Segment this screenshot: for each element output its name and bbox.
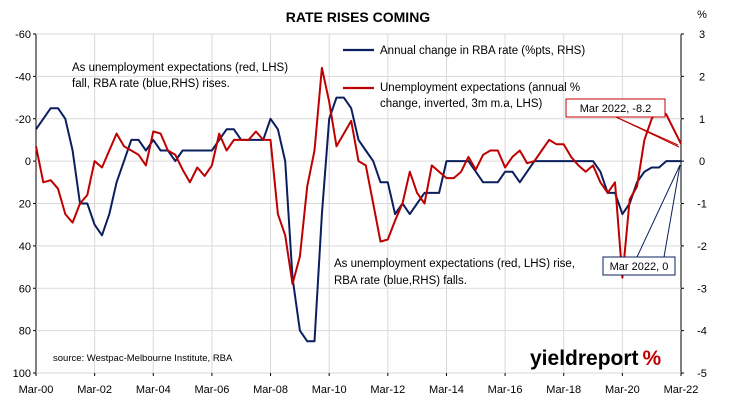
legend-label-unemp-line1: Unemployment expectations (annual % bbox=[380, 82, 580, 94]
right-axis-unit: % bbox=[697, 9, 707, 21]
right-tick-label: -4 bbox=[697, 326, 707, 338]
x-tick-label: Mar-22 bbox=[664, 384, 699, 396]
left-tick-label: 100 bbox=[13, 368, 31, 380]
annotation-top-left-line1: As unemployment expectations (red, LHS) bbox=[72, 62, 288, 74]
left-tick-label: -60 bbox=[15, 29, 31, 41]
callout-blue-leader-1 bbox=[636, 164, 681, 258]
left-tick-label: -20 bbox=[15, 114, 31, 126]
callout-red-leader-2 bbox=[615, 116, 680, 148]
source-note: source: Westpac-Melbourne Institute, RBA bbox=[53, 353, 233, 364]
left-tick-label: 0 bbox=[25, 156, 31, 168]
annotation-bottom-line2: RBA rate (blue,RHS) falls. bbox=[334, 275, 467, 287]
chart-title: RATE RISES COMING bbox=[286, 9, 431, 25]
right-axis-ticks: 3 2 1 0 -1 -2 -3 -4 -5 bbox=[681, 29, 707, 380]
x-tick-label: Mar-02 bbox=[77, 384, 112, 396]
series-lines bbox=[35, 66, 682, 343]
grid bbox=[36, 33, 681, 374]
x-tick-label: Mar-14 bbox=[429, 384, 464, 396]
brand-logo: yieldreport% bbox=[530, 347, 662, 370]
left-tick-label: 20 bbox=[19, 199, 31, 211]
callout-blue-leader-2 bbox=[663, 164, 681, 258]
annotation-bottom-line1: As unemployment expectations (red, LHS) … bbox=[334, 258, 575, 270]
x-tick-label: Mar-08 bbox=[253, 384, 288, 396]
callout-blue-text: Mar 2022, 0 bbox=[610, 261, 669, 273]
right-tick-label: -2 bbox=[697, 241, 707, 253]
x-tick-label: Mar-04 bbox=[136, 384, 171, 396]
brand-logo-percent: % bbox=[643, 347, 662, 370]
callout-blue: Mar 2022, 0 bbox=[602, 164, 681, 276]
right-tick-label: 1 bbox=[699, 114, 705, 126]
callout-blue-box bbox=[602, 256, 676, 276]
right-tick-label: 0 bbox=[699, 156, 705, 168]
callout-red: Mar 2022, -8.2 bbox=[565, 98, 680, 148]
left-tick-label: 60 bbox=[19, 283, 31, 295]
x-tick-label: Mar-18 bbox=[546, 384, 581, 396]
series-line-unemployment-expectations bbox=[35, 66, 682, 285]
legend-label-unemp-line2: change, inverted, 3m m.a, LHS) bbox=[380, 98, 543, 110]
right-tick-label: -1 bbox=[697, 199, 707, 211]
right-tick-label: 2 bbox=[699, 71, 705, 83]
annotation-top-left-line2: fall, RBA rate (blue,RHS) rises. bbox=[72, 78, 230, 90]
callout-red-box bbox=[565, 98, 666, 118]
x-tick-label: Mar-00 bbox=[19, 384, 54, 396]
left-axis-ticks: -60 -40 -20 0 20 40 60 80 100 bbox=[13, 29, 36, 380]
legend: Annual change in RBA rate (%pts, RHS) Un… bbox=[343, 45, 585, 110]
x-tick-label: Mar-10 bbox=[312, 384, 347, 396]
left-tick-label: -40 bbox=[15, 71, 31, 83]
legend-label-rba: Annual change in RBA rate (%pts, RHS) bbox=[380, 45, 585, 57]
brand-logo-word: yieldreport bbox=[530, 347, 639, 370]
x-axis-ticks: Mar-00 Mar-02 Mar-04 Mar-06 Mar-08 Mar-10 Mar-… bbox=[19, 373, 699, 396]
annotation-bottom: As unemployment expectations (red, LHS) … bbox=[334, 258, 575, 287]
right-tick-label: 3 bbox=[699, 29, 705, 41]
x-tick-label: Mar-20 bbox=[605, 384, 640, 396]
annotation-top-left: As unemployment expectations (red, LHS) … bbox=[72, 62, 288, 90]
callout-red-text: Mar 2022, -8.2 bbox=[580, 103, 652, 115]
left-tick-label: 40 bbox=[19, 241, 31, 253]
left-tick-label: 80 bbox=[19, 326, 31, 338]
right-tick-label: -5 bbox=[697, 368, 707, 380]
right-tick-label: -3 bbox=[697, 283, 707, 295]
x-tick-label: Mar-06 bbox=[194, 384, 229, 396]
brand-logo-text: yieldreport% bbox=[530, 347, 662, 370]
x-tick-label: Mar-16 bbox=[488, 384, 523, 396]
x-tick-label: Mar-12 bbox=[370, 384, 405, 396]
